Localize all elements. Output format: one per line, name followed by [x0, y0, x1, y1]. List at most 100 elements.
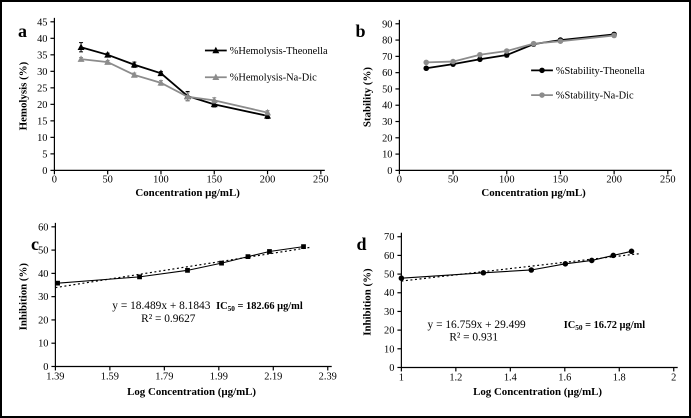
x-tick-labels: 1 1.2 1.4 1.6 1.8 2: [398, 372, 676, 383]
annotation: R² = 0.931: [449, 332, 498, 344]
svg-text:35: 35: [37, 50, 47, 61]
chart-c-inhibition-theonella: 1.39 1.59 1.79 1.99 2.19 2.39 0 10 20 30 40 50 60 Log…: [18, 222, 337, 398]
trendline: [400, 253, 640, 282]
svg-text:20: 20: [382, 133, 392, 144]
triangle-marker: [104, 51, 112, 58]
svg-text:1.8: 1.8: [612, 372, 625, 383]
annotation: y = 18.489x + 8.1843: [112, 300, 210, 312]
square-marker: [267, 249, 272, 254]
series-Inhibition: [398, 248, 634, 281]
y-tick-labels: 0 10 20 30 40 50 60 70 80 90: [382, 19, 392, 177]
panel-d-letter: d: [356, 234, 367, 254]
circle-marker: [422, 65, 429, 72]
square-marker: [219, 260, 224, 266]
circle-marker: [557, 38, 563, 44]
series-line: [57, 246, 304, 284]
square-marker: [55, 280, 60, 286]
svg-text:10: 10: [38, 339, 48, 350]
circle-marker: [562, 261, 568, 267]
circle-marker: [538, 92, 545, 98]
svg-text:1.79: 1.79: [155, 371, 173, 382]
svg-text:1: 1: [398, 372, 403, 383]
svg-text:50: 50: [382, 84, 392, 95]
svg-text:40: 40: [384, 288, 394, 299]
y-axis-title: Inhibition (%): [18, 263, 30, 331]
svg-text:90: 90: [382, 19, 392, 30]
svg-text:1.99: 1.99: [210, 371, 228, 382]
svg-text:20: 20: [384, 326, 394, 337]
svg-text:2.19: 2.19: [264, 371, 282, 382]
x-axis-title: Concentration µg/mL): [481, 187, 586, 199]
panel-a-letter: a: [18, 21, 27, 41]
svg-text:1.2: 1.2: [449, 372, 462, 383]
svg-text:40: 40: [38, 269, 48, 280]
triangle-marker: [77, 55, 85, 62]
circle-marker: [398, 275, 404, 281]
svg-text:30: 30: [384, 307, 394, 318]
svg-text:50: 50: [447, 174, 457, 185]
circle-marker: [628, 248, 634, 255]
x-tick-labels: 0 50 100 150 200 250: [396, 174, 675, 185]
svg-text:2.39: 2.39: [319, 371, 337, 382]
svg-text:0: 0: [43, 362, 48, 373]
svg-text:5: 5: [42, 149, 47, 160]
square-marker: [245, 254, 251, 259]
svg-text:1.6: 1.6: [558, 372, 571, 383]
circle-marker: [610, 32, 617, 39]
svg-text:2: 2: [671, 372, 676, 383]
svg-text:60: 60: [38, 222, 48, 233]
y-axis-title: Stability (%): [361, 67, 373, 127]
triangle-marker: [184, 92, 192, 100]
svg-text:40: 40: [382, 101, 392, 112]
triangle-marker: [264, 108, 272, 116]
chart-b-stability: 0 50 100 150 200 250 0 10 20 30 40 50 60 70 80 90 Concen…: [361, 19, 675, 199]
circle-marker: [610, 252, 616, 259]
x-tick-labels: 0 50 100 150 200 250: [52, 174, 329, 185]
axes: [51, 222, 332, 371]
svg-text:50: 50: [38, 246, 48, 257]
svg-text:10: 10: [384, 344, 394, 355]
svg-text:15: 15: [37, 116, 47, 127]
series-Inhibition: [55, 244, 306, 286]
triangle-marker: [210, 96, 218, 104]
y-tick-labels: 0 10 20 30 40 50 60 70: [384, 232, 394, 374]
svg-text:40: 40: [37, 34, 47, 45]
svg-text:30: 30: [38, 292, 48, 303]
x-axis-title: Log Concentration (µg/mL): [127, 386, 256, 398]
square-marker: [137, 274, 142, 280]
svg-text:60: 60: [382, 68, 392, 79]
svg-text:100: 100: [498, 174, 514, 185]
legend-label: %Hemolysis-Na-Dic: [230, 73, 317, 84]
x-tick-labels: 1.39 1.59 1.79 1.99 2.19 2.39: [46, 371, 337, 382]
svg-text:20: 20: [37, 100, 47, 111]
legend-label: %Stability-Na-Dic: [555, 91, 633, 102]
axes: [50, 17, 325, 175]
triangle-marker: [130, 71, 138, 78]
x-axis-title: Concentration µg/mL): [135, 187, 240, 199]
annotation: IC50 = 182.66 µg/ml: [216, 301, 303, 313]
svg-text:0: 0: [42, 166, 47, 177]
panel-c-letter: c: [31, 234, 39, 254]
svg-text:30: 30: [37, 67, 47, 78]
circle-marker: [476, 51, 483, 58]
y-tick-labels: 0 5 10 15 20 25 30 35 40 45: [37, 17, 47, 177]
svg-text:80: 80: [382, 36, 392, 47]
svg-text:100: 100: [153, 174, 169, 185]
svg-text:25: 25: [37, 83, 47, 94]
svg-text:1.59: 1.59: [101, 371, 119, 382]
triangle-marker: [77, 43, 85, 51]
circle-marker: [480, 270, 486, 276]
legend-label: %Stability-Theonella: [555, 66, 644, 77]
triangle-marker: [104, 58, 112, 65]
svg-text:50: 50: [384, 270, 394, 281]
legend-label: %Hemolysis-Theonella: [230, 46, 328, 57]
circle-marker: [503, 48, 510, 54]
chart-a-hemolysis: 0 50 100 150 200 250 0 5 10 15 20 25 30 35 40 45 Concent…: [18, 17, 329, 199]
y-tick-labels: 0 10 20 30 40 50 60: [38, 222, 48, 373]
series-line: [400, 250, 632, 279]
y-axis-title: Inhibition (%): [361, 268, 373, 336]
svg-text:200: 200: [260, 174, 276, 185]
